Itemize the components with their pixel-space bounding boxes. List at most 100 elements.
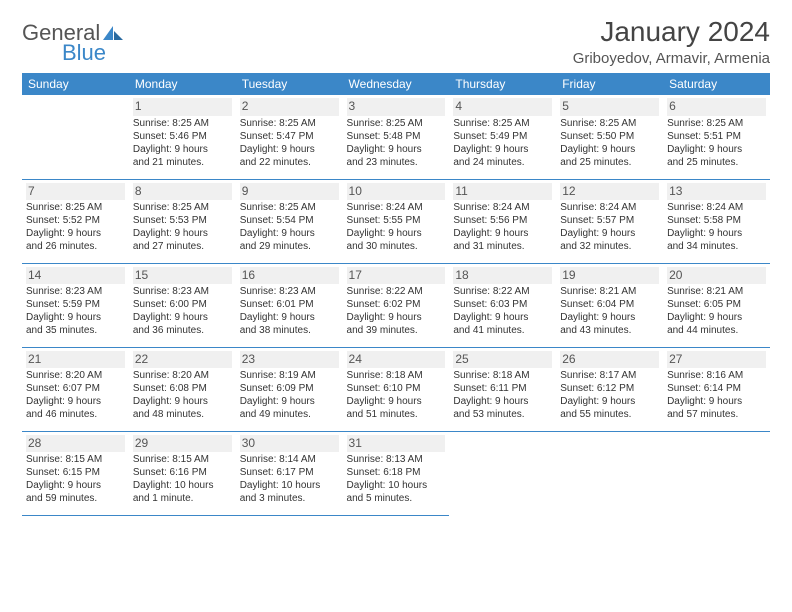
calendar-day-cell: 6Sunrise: 8:25 AMSunset: 5:51 PMDaylight… xyxy=(663,95,770,179)
daylight-line2: and 39 minutes. xyxy=(347,324,446,337)
daylight-line2: and 35 minutes. xyxy=(26,324,125,337)
sunrise-text: Sunrise: 8:20 AM xyxy=(133,369,232,382)
sunset-text: Sunset: 6:15 PM xyxy=(26,466,125,479)
sunset-text: Sunset: 6:04 PM xyxy=(560,298,659,311)
weekday-header: Monday xyxy=(129,73,236,95)
calendar-day-cell: 22Sunrise: 8:20 AMSunset: 6:08 PMDayligh… xyxy=(129,347,236,431)
daylight-line1: Daylight: 9 hours xyxy=(347,227,446,240)
day-number: 8 xyxy=(133,183,232,201)
sunrise-text: Sunrise: 8:25 AM xyxy=(560,117,659,130)
sunrise-text: Sunrise: 8:25 AM xyxy=(240,117,339,130)
calendar-day-cell xyxy=(663,431,770,515)
daylight-line2: and 49 minutes. xyxy=(240,408,339,421)
calendar-day-cell: 13Sunrise: 8:24 AMSunset: 5:58 PMDayligh… xyxy=(663,179,770,263)
daylight-line1: Daylight: 9 hours xyxy=(453,227,552,240)
sunrise-text: Sunrise: 8:25 AM xyxy=(133,201,232,214)
calendar-day-cell: 28Sunrise: 8:15 AMSunset: 6:15 PMDayligh… xyxy=(22,431,129,515)
calendar-day-cell: 1Sunrise: 8:25 AMSunset: 5:46 PMDaylight… xyxy=(129,95,236,179)
day-number: 17 xyxy=(347,267,446,285)
day-number: 9 xyxy=(240,183,339,201)
calendar-day-cell xyxy=(556,431,663,515)
calendar-day-cell: 9Sunrise: 8:25 AMSunset: 5:54 PMDaylight… xyxy=(236,179,343,263)
sunset-text: Sunset: 5:46 PM xyxy=(133,130,232,143)
calendar-day-cell: 18Sunrise: 8:22 AMSunset: 6:03 PMDayligh… xyxy=(449,263,556,347)
daylight-line1: Daylight: 9 hours xyxy=(240,311,339,324)
calendar-day-cell: 3Sunrise: 8:25 AMSunset: 5:48 PMDaylight… xyxy=(343,95,450,179)
daylight-line1: Daylight: 9 hours xyxy=(667,395,766,408)
daylight-line1: Daylight: 9 hours xyxy=(560,395,659,408)
daylight-line2: and 30 minutes. xyxy=(347,240,446,253)
calendar-day-cell: 19Sunrise: 8:21 AMSunset: 6:04 PMDayligh… xyxy=(556,263,663,347)
calendar-week-row: 7Sunrise: 8:25 AMSunset: 5:52 PMDaylight… xyxy=(22,179,770,263)
calendar-day-cell: 24Sunrise: 8:18 AMSunset: 6:10 PMDayligh… xyxy=(343,347,450,431)
sunrise-text: Sunrise: 8:23 AM xyxy=(26,285,125,298)
calendar-day-cell: 27Sunrise: 8:16 AMSunset: 6:14 PMDayligh… xyxy=(663,347,770,431)
day-number: 16 xyxy=(240,267,339,285)
day-number: 30 xyxy=(240,435,339,453)
daylight-line2: and 26 minutes. xyxy=(26,240,125,253)
sunset-text: Sunset: 6:01 PM xyxy=(240,298,339,311)
sunrise-text: Sunrise: 8:15 AM xyxy=(26,453,125,466)
daylight-line2: and 38 minutes. xyxy=(240,324,339,337)
daylight-line1: Daylight: 9 hours xyxy=(347,395,446,408)
sunrise-text: Sunrise: 8:14 AM xyxy=(240,453,339,466)
day-number: 24 xyxy=(347,351,446,369)
day-number: 25 xyxy=(453,351,552,369)
daylight-line1: Daylight: 9 hours xyxy=(560,227,659,240)
sunrise-text: Sunrise: 8:19 AM xyxy=(240,369,339,382)
sunrise-text: Sunrise: 8:24 AM xyxy=(560,201,659,214)
sunset-text: Sunset: 6:11 PM xyxy=(453,382,552,395)
calendar-day-cell: 12Sunrise: 8:24 AMSunset: 5:57 PMDayligh… xyxy=(556,179,663,263)
sunrise-text: Sunrise: 8:21 AM xyxy=(667,285,766,298)
sunrise-text: Sunrise: 8:25 AM xyxy=(26,201,125,214)
sunrise-text: Sunrise: 8:18 AM xyxy=(453,369,552,382)
sunset-text: Sunset: 5:47 PM xyxy=(240,130,339,143)
daylight-line2: and 57 minutes. xyxy=(667,408,766,421)
daylight-line1: Daylight: 9 hours xyxy=(453,311,552,324)
daylight-line2: and 43 minutes. xyxy=(560,324,659,337)
daylight-line1: Daylight: 9 hours xyxy=(347,143,446,156)
calendar-day-cell: 17Sunrise: 8:22 AMSunset: 6:02 PMDayligh… xyxy=(343,263,450,347)
sunset-text: Sunset: 5:58 PM xyxy=(667,214,766,227)
daylight-line1: Daylight: 9 hours xyxy=(667,143,766,156)
daylight-line1: Daylight: 9 hours xyxy=(667,227,766,240)
day-number: 21 xyxy=(26,351,125,369)
logo: GeneralBlue xyxy=(22,20,125,66)
daylight-line2: and 46 minutes. xyxy=(26,408,125,421)
sunrise-text: Sunrise: 8:18 AM xyxy=(347,369,446,382)
day-number: 2 xyxy=(240,98,339,116)
sunset-text: Sunset: 5:48 PM xyxy=(347,130,446,143)
daylight-line2: and 24 minutes. xyxy=(453,156,552,169)
calendar-week-row: 14Sunrise: 8:23 AMSunset: 5:59 PMDayligh… xyxy=(22,263,770,347)
day-number: 29 xyxy=(133,435,232,453)
daylight-line1: Daylight: 9 hours xyxy=(667,311,766,324)
sunrise-text: Sunrise: 8:22 AM xyxy=(453,285,552,298)
calendar-day-cell: 16Sunrise: 8:23 AMSunset: 6:01 PMDayligh… xyxy=(236,263,343,347)
sunset-text: Sunset: 5:57 PM xyxy=(560,214,659,227)
weekday-header: Tuesday xyxy=(236,73,343,95)
location-text: Griboyedov, Armavir, Armenia xyxy=(573,50,770,67)
daylight-line2: and 44 minutes. xyxy=(667,324,766,337)
daylight-line2: and 53 minutes. xyxy=(453,408,552,421)
daylight-line2: and 51 minutes. xyxy=(347,408,446,421)
calendar-body: 1Sunrise: 8:25 AMSunset: 5:46 PMDaylight… xyxy=(22,95,770,515)
daylight-line2: and 36 minutes. xyxy=(133,324,232,337)
sunrise-text: Sunrise: 8:23 AM xyxy=(240,285,339,298)
daylight-line1: Daylight: 10 hours xyxy=(347,479,446,492)
calendar-day-cell: 26Sunrise: 8:17 AMSunset: 6:12 PMDayligh… xyxy=(556,347,663,431)
daylight-line2: and 22 minutes. xyxy=(240,156,339,169)
sunrise-text: Sunrise: 8:25 AM xyxy=(453,117,552,130)
calendar-week-row: 28Sunrise: 8:15 AMSunset: 6:15 PMDayligh… xyxy=(22,431,770,515)
sunset-text: Sunset: 6:00 PM xyxy=(133,298,232,311)
sunrise-text: Sunrise: 8:20 AM xyxy=(26,369,125,382)
calendar-day-cell: 15Sunrise: 8:23 AMSunset: 6:00 PMDayligh… xyxy=(129,263,236,347)
day-number: 26 xyxy=(560,351,659,369)
daylight-line1: Daylight: 9 hours xyxy=(133,395,232,408)
daylight-line2: and 32 minutes. xyxy=(560,240,659,253)
daylight-line1: Daylight: 9 hours xyxy=(26,311,125,324)
sunrise-text: Sunrise: 8:23 AM xyxy=(133,285,232,298)
day-number: 12 xyxy=(560,183,659,201)
sunset-text: Sunset: 5:56 PM xyxy=(453,214,552,227)
daylight-line2: and 48 minutes. xyxy=(133,408,232,421)
daylight-line1: Daylight: 9 hours xyxy=(26,395,125,408)
